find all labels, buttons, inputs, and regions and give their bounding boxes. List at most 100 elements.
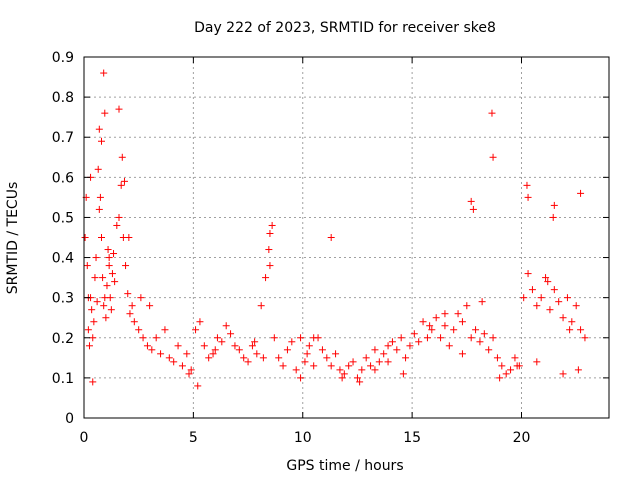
data-points: [81, 69, 589, 390]
data-point: [559, 370, 567, 378]
data-point: [375, 358, 383, 366]
data-point: [555, 298, 563, 306]
data-point: [507, 366, 515, 374]
data-point: [393, 346, 401, 354]
data-point: [96, 193, 104, 201]
data-point: [356, 378, 364, 386]
data-point: [426, 322, 434, 330]
data-point: [100, 69, 108, 77]
y-tick-label: 0.6: [52, 170, 74, 186]
data-point: [559, 314, 567, 322]
data-point: [513, 362, 521, 370]
data-point: [318, 346, 326, 354]
data-point: [222, 322, 230, 330]
data-point: [196, 318, 204, 326]
data-point: [310, 334, 318, 342]
data-point: [572, 302, 580, 310]
data-point: [187, 366, 195, 374]
data-point: [301, 358, 309, 366]
data-point: [353, 374, 361, 382]
data-point: [115, 105, 123, 113]
data-point: [157, 350, 165, 358]
data-point: [441, 310, 449, 318]
data-point: [384, 358, 392, 366]
data-point: [170, 358, 178, 366]
data-point: [533, 358, 541, 366]
data-point: [577, 326, 585, 334]
x-tick-label: 5: [189, 430, 198, 446]
data-point: [297, 334, 305, 342]
data-point: [577, 189, 585, 197]
data-point: [161, 326, 169, 334]
data-point: [174, 342, 182, 350]
data-point: [103, 282, 111, 290]
y-tick-label: 0.5: [52, 210, 74, 226]
plot-frame: [83, 56, 610, 419]
data-point: [371, 346, 379, 354]
x-tick-label: 15: [403, 430, 421, 446]
data-point: [128, 302, 136, 310]
data-point: [399, 370, 407, 378]
data-point: [283, 346, 291, 354]
data-point: [194, 382, 202, 390]
data-point: [137, 294, 145, 302]
data-point: [419, 318, 427, 326]
data-point: [336, 366, 344, 374]
data-point: [303, 350, 311, 358]
data-point: [118, 153, 126, 161]
data-point: [537, 294, 545, 302]
data-point: [143, 342, 151, 350]
data-point: [275, 354, 283, 362]
data-point: [248, 342, 256, 350]
data-point: [415, 338, 423, 346]
data-point: [520, 294, 528, 302]
data-point: [152, 334, 160, 342]
data-point: [110, 250, 118, 258]
data-point: [266, 262, 274, 270]
data-point: [268, 221, 276, 229]
data-point: [581, 334, 589, 342]
data-point: [432, 314, 440, 322]
data-point: [185, 370, 193, 378]
data-point: [441, 322, 449, 330]
data-point: [546, 306, 554, 314]
data-point: [362, 354, 370, 362]
data-point: [406, 342, 414, 350]
x-tick-label: 10: [294, 430, 312, 446]
data-point: [305, 342, 313, 350]
data-point: [94, 165, 102, 173]
data-point: [81, 234, 89, 241]
data-point: [358, 366, 366, 374]
data-point: [165, 354, 173, 362]
data-point: [90, 318, 98, 326]
y-tick-labels: 0 0.1 0.2 0.3 0.4 0.5 0.6 0.7 0.8 0.9: [52, 50, 74, 427]
data-point: [323, 354, 331, 362]
data-point: [178, 362, 186, 370]
data-point: [257, 302, 265, 310]
data-point: [467, 334, 475, 342]
data-point: [83, 262, 91, 270]
data-point: [574, 366, 582, 374]
y-tick-label: 0.9: [52, 50, 74, 66]
data-point: [265, 246, 273, 254]
data-point: [200, 342, 208, 350]
data-point: [533, 302, 541, 310]
data-point: [146, 302, 154, 310]
data-point: [205, 354, 213, 362]
data-point: [95, 205, 103, 213]
data-point: [88, 306, 96, 314]
data-point: [211, 346, 219, 354]
data-point: [95, 125, 103, 133]
axis-ticks: [83, 56, 609, 419]
data-point: [340, 370, 348, 378]
data-point: [89, 378, 97, 386]
chart-title: Day 222 of 2023, SRMTID for receiver ske…: [194, 20, 496, 36]
data-point: [115, 213, 123, 221]
data-point: [367, 362, 375, 370]
data-point: [108, 270, 116, 278]
data-point: [472, 326, 480, 334]
data-point: [550, 201, 558, 209]
y-tick-label: 0.7: [52, 130, 74, 146]
data-point: [380, 350, 388, 358]
data-point: [288, 338, 296, 346]
